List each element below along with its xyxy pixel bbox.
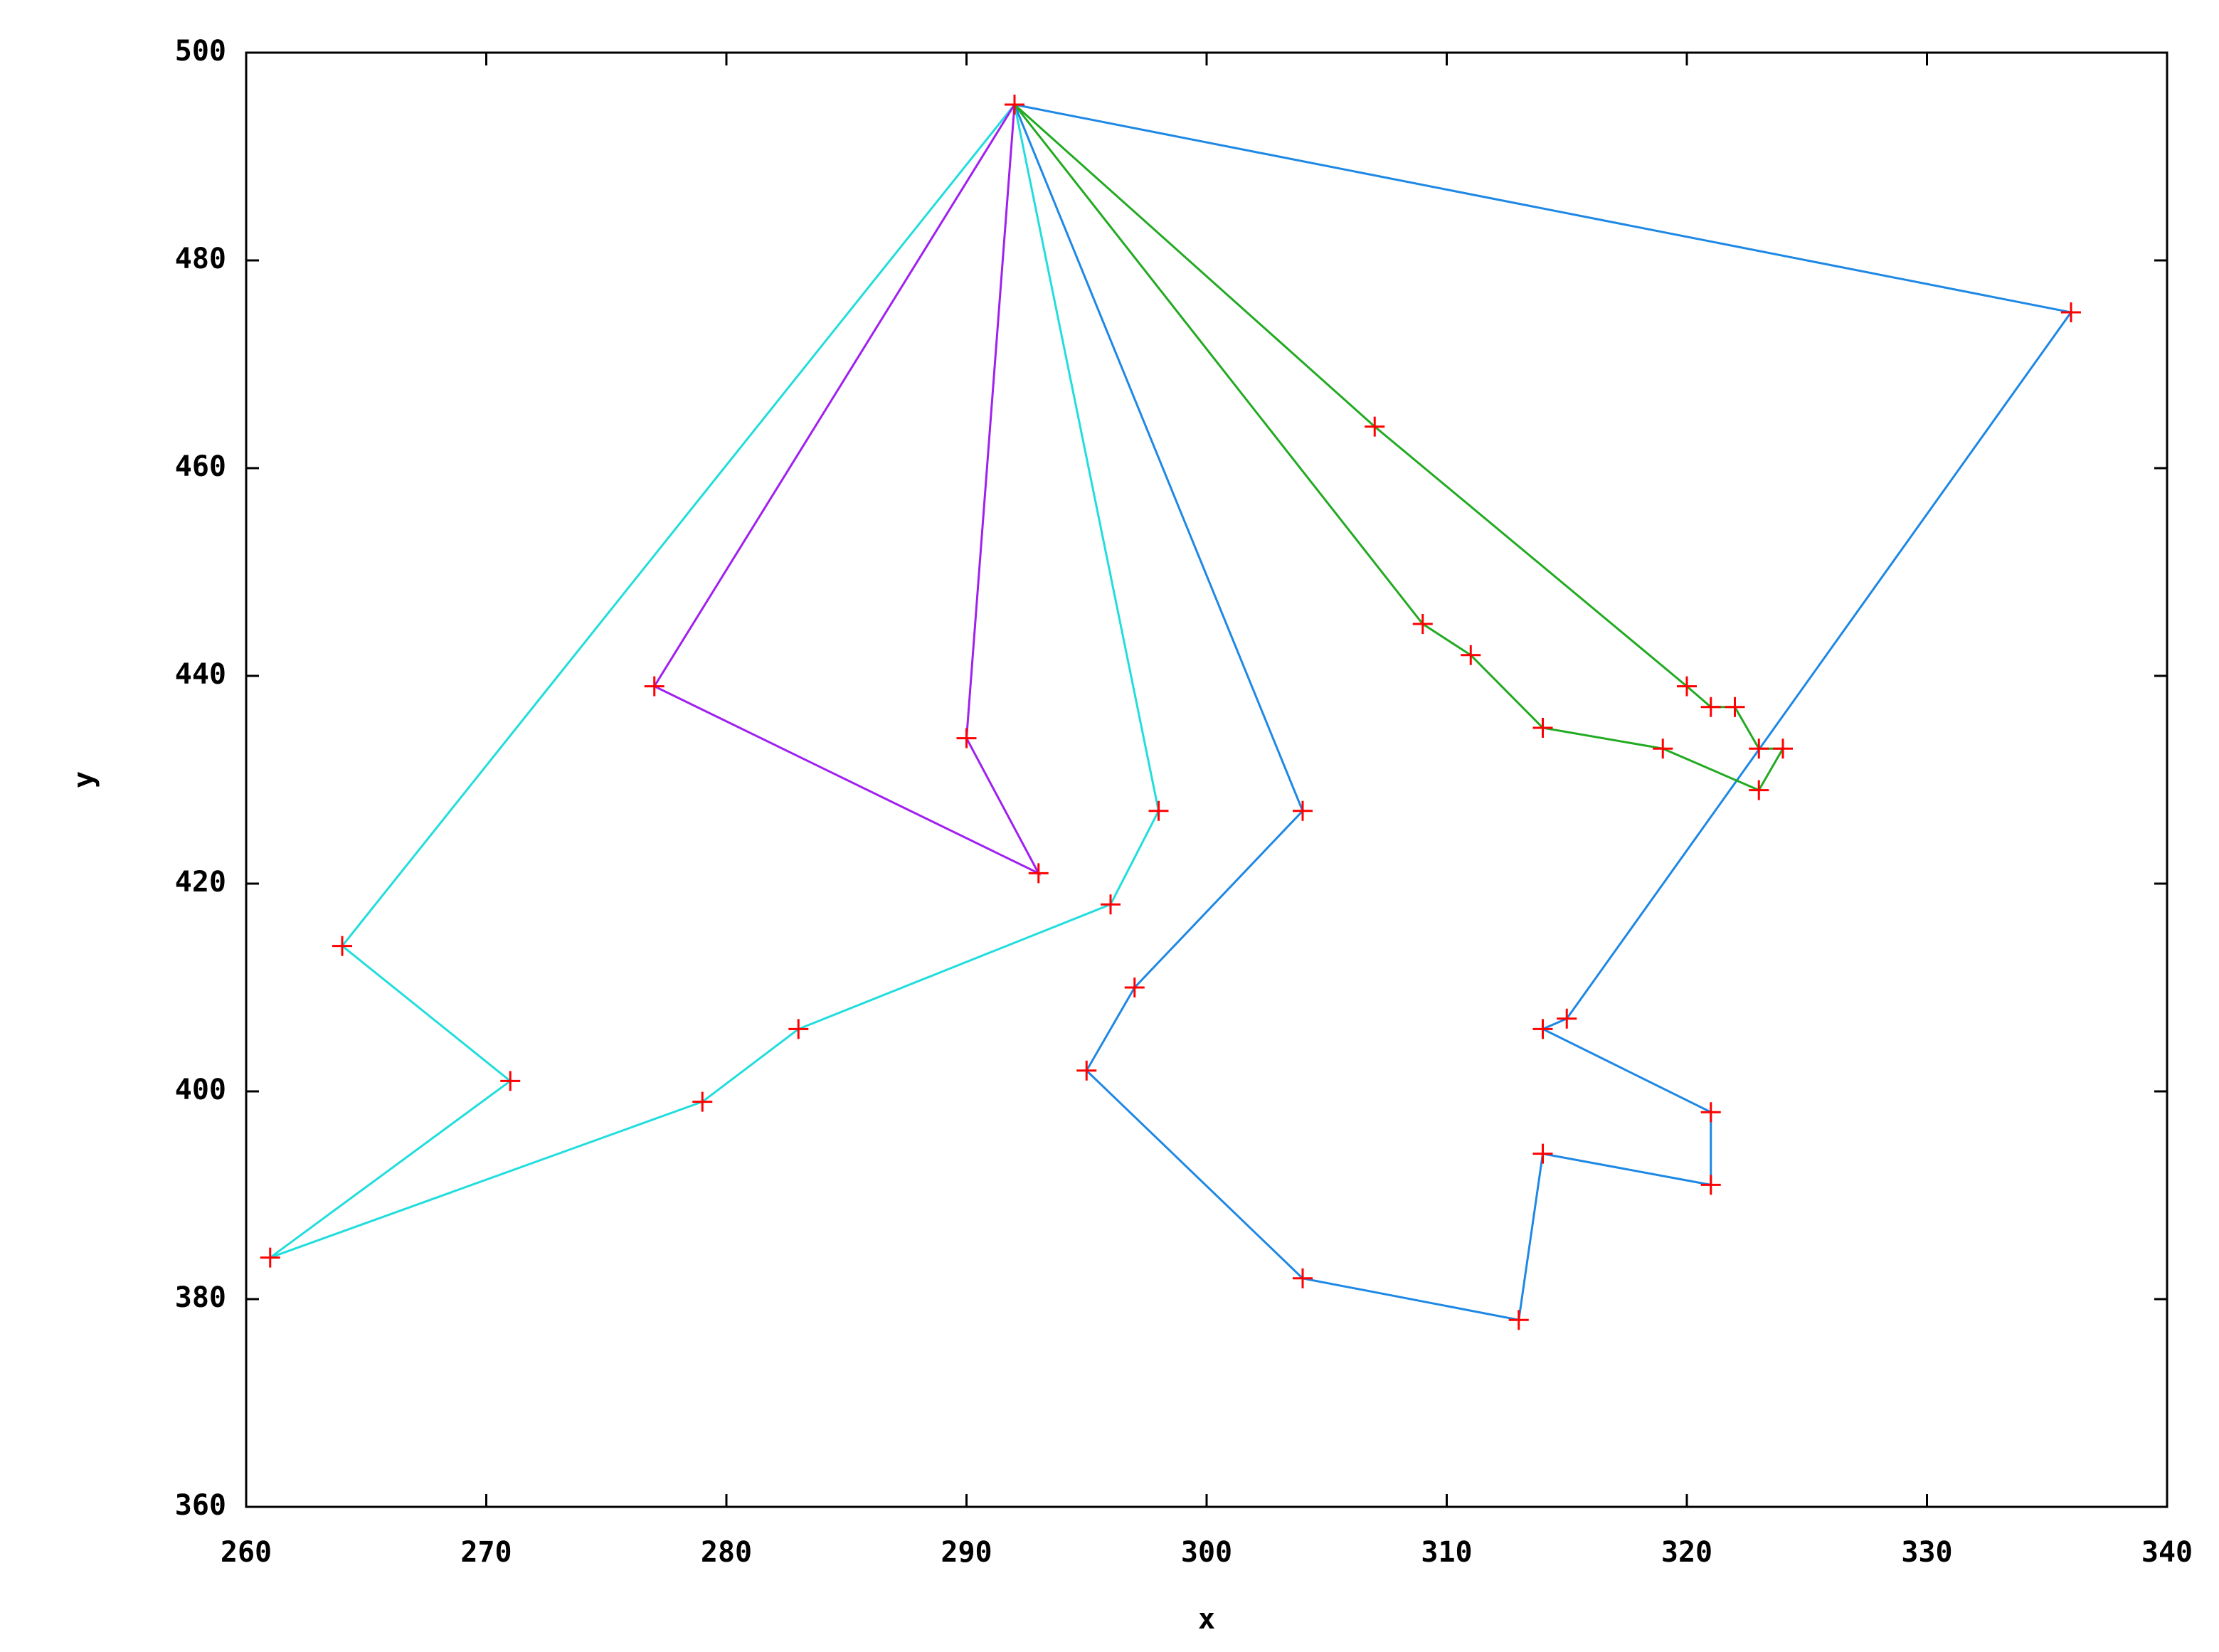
point-marker xyxy=(1677,676,1697,697)
x-tick-label: 300 xyxy=(1181,1536,1232,1569)
point-marker xyxy=(1461,645,1481,665)
point-marker xyxy=(1101,894,1121,915)
point-marker xyxy=(956,728,977,748)
route-line xyxy=(269,104,1160,1259)
point-marker xyxy=(1076,1060,1097,1081)
point-marker xyxy=(1412,614,1433,634)
point-marker xyxy=(1532,1019,1553,1039)
point-marker xyxy=(1365,416,1385,437)
y-tick-label: 480 xyxy=(175,243,226,275)
y-tick-label: 380 xyxy=(175,1281,226,1314)
plot-frame xyxy=(245,51,2168,1508)
point-marker xyxy=(1028,863,1049,884)
point-marker xyxy=(2061,302,2081,322)
point-marker xyxy=(1532,1143,1553,1164)
point-marker xyxy=(1005,95,1024,115)
point-marker xyxy=(788,1019,809,1039)
y-tick-label: 440 xyxy=(175,658,226,691)
x-tick-label: 280 xyxy=(701,1536,752,1569)
point-marker xyxy=(692,1091,713,1112)
point-marker xyxy=(644,676,664,697)
route-line xyxy=(652,104,1042,876)
point-marker xyxy=(1700,697,1721,717)
y-axis-label: y xyxy=(68,771,100,788)
x-tick-label: 310 xyxy=(1421,1536,1472,1569)
point-marker xyxy=(500,1071,521,1091)
y-tick-label: 500 xyxy=(175,35,226,68)
point-marker xyxy=(1749,738,1769,759)
y-tick-label: 360 xyxy=(175,1489,226,1522)
point-marker xyxy=(1700,1102,1721,1123)
y-tick-label: 460 xyxy=(175,450,226,483)
x-tick-label: 330 xyxy=(1901,1536,1952,1569)
route-line xyxy=(1013,103,1785,792)
x-tick-label: 290 xyxy=(941,1536,992,1569)
x-tick-label: 270 xyxy=(460,1536,512,1569)
x-tick-label: 260 xyxy=(221,1536,272,1569)
y-tick-label: 400 xyxy=(175,1074,226,1106)
x-tick-label: 340 xyxy=(2141,1536,2193,1569)
y-tick-label: 420 xyxy=(175,866,226,899)
point-marker xyxy=(332,936,352,956)
route-line xyxy=(1013,103,2073,1321)
point-marker xyxy=(1700,1175,1721,1195)
point-marker xyxy=(1508,1310,1529,1330)
point-marker xyxy=(1293,800,1313,821)
point-marker xyxy=(260,1247,280,1268)
point-marker xyxy=(1725,697,1745,717)
point-marker xyxy=(1749,780,1769,800)
point-marker xyxy=(1148,800,1169,821)
point-marker xyxy=(1773,738,1793,759)
point-marker xyxy=(1557,1008,1577,1029)
x-axis-label: x xyxy=(1198,1603,1215,1636)
x-tick-label: 320 xyxy=(1661,1536,1712,1569)
point-marker xyxy=(1293,1268,1313,1288)
point-marker xyxy=(1653,738,1673,759)
point-marker xyxy=(1532,718,1553,738)
point-marker xyxy=(1124,978,1145,997)
